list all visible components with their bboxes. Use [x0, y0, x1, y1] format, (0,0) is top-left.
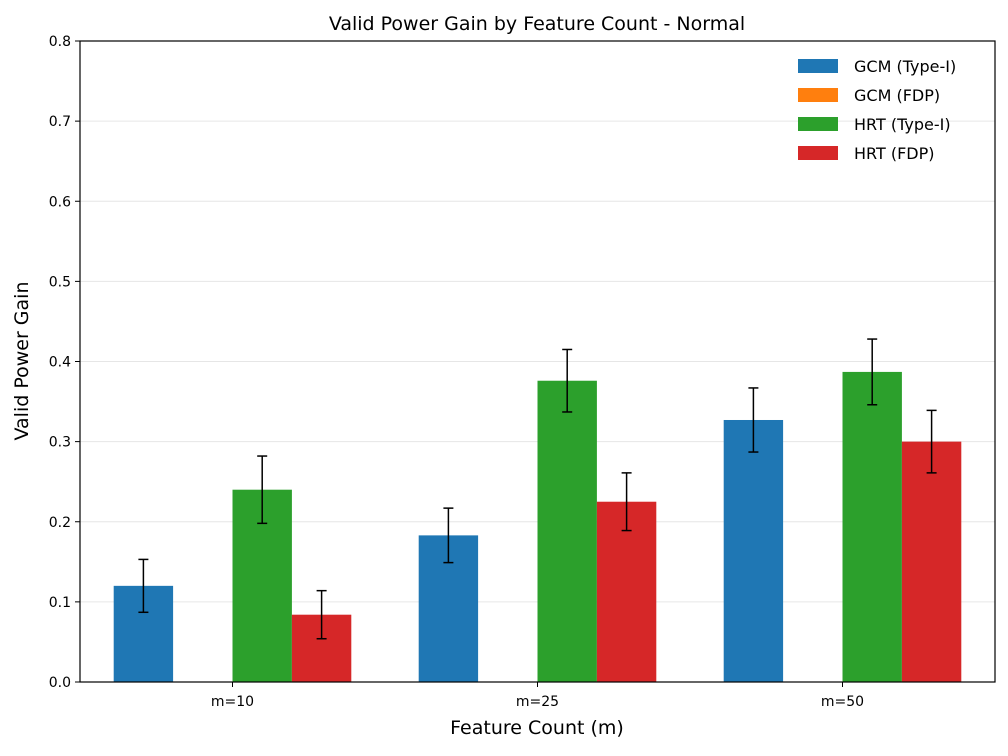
legend: GCM (Type-I) GCM (FDP) HRT (Type-I) HRT (FD… [798, 57, 956, 163]
y-tick-label: 0.5 [49, 274, 71, 290]
y-tick-label: 0.8 [49, 34, 71, 50]
y-axis-label: Valid Power Gain [11, 282, 33, 441]
y-tick-label: 0.3 [49, 435, 71, 451]
y-axis-ticks: 0.0 0.1 0.2 0.3 0.4 0.5 0.6 0.7 0.8 [49, 34, 80, 691]
x-tick-label: m=50 [821, 694, 864, 710]
bars [113, 371, 962, 682]
bar [723, 419, 784, 682]
chart-title: Valid Power Gain by Feature Count - Norm… [329, 13, 745, 35]
legend-swatch [798, 59, 838, 73]
legend-label: HRT (FDP) [854, 144, 935, 163]
legend-swatch [798, 88, 838, 102]
bar [596, 501, 657, 682]
legend-swatch [798, 117, 838, 131]
legend-label: GCM (Type-I) [854, 57, 956, 76]
bar [842, 371, 902, 682]
error-bars [138, 338, 937, 640]
x-axis-ticks: m=10 m=25 m=50 [211, 682, 864, 710]
bar [537, 380, 597, 682]
bar [901, 441, 962, 682]
y-tick-label: 0.7 [49, 114, 71, 130]
y-tick-label: 0.1 [49, 595, 71, 611]
y-tick-label: 0.0 [49, 675, 71, 691]
x-axis-label: Feature Count (m) [450, 717, 624, 739]
legend-swatch [798, 146, 838, 160]
legend-label: GCM (FDP) [854, 86, 940, 105]
y-tick-label: 0.6 [49, 194, 71, 210]
legend-label: HRT (Type-I) [854, 115, 951, 134]
y-tick-label: 0.4 [49, 355, 71, 371]
y-tick-label: 0.2 [49, 515, 71, 531]
x-tick-label: m=10 [211, 694, 254, 710]
x-tick-label: m=25 [516, 694, 559, 710]
